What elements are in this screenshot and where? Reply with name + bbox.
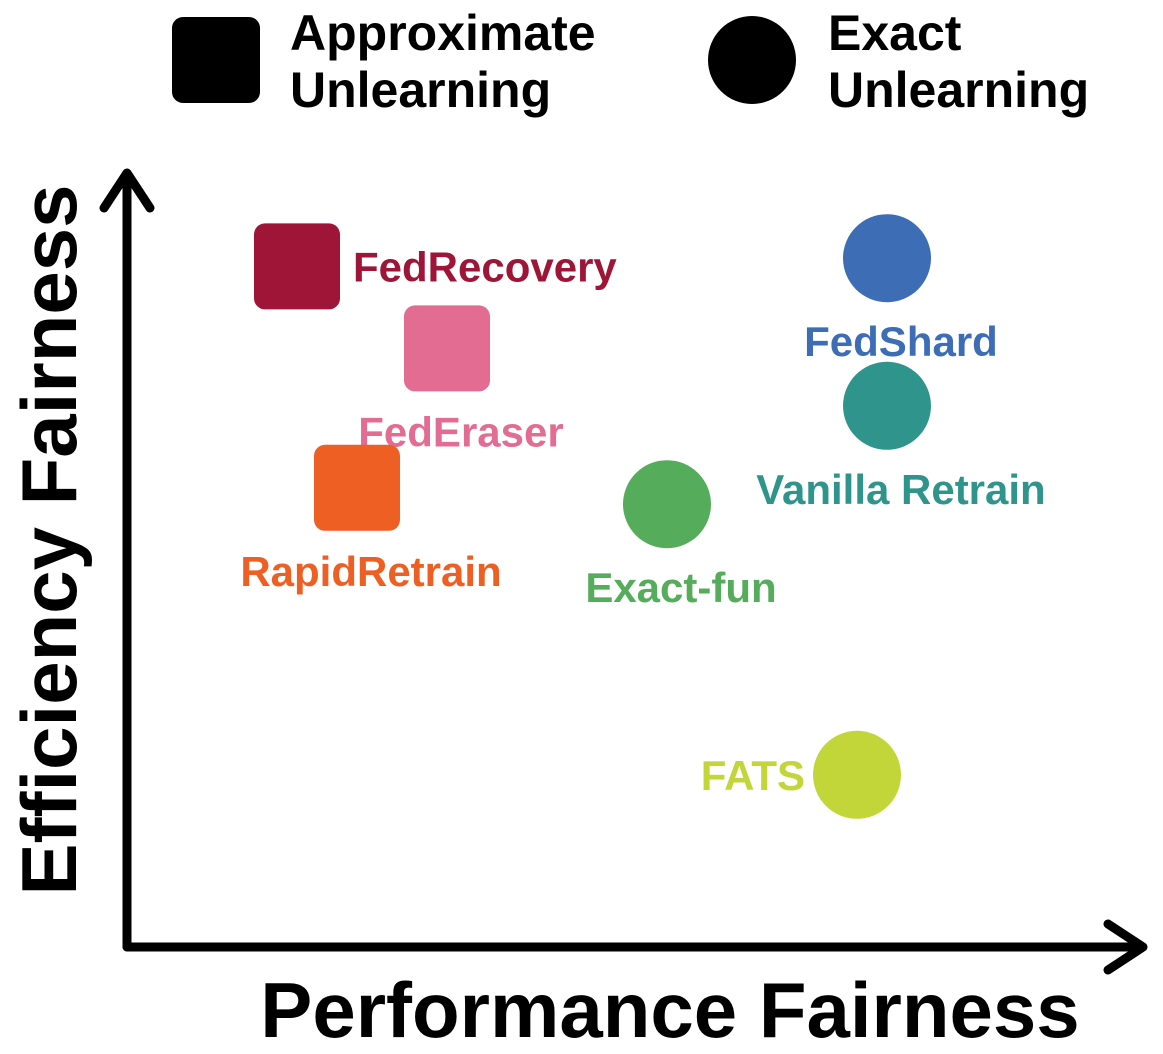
point-vanilla-retrain: [843, 361, 931, 450]
point-fedrecovery: [254, 223, 340, 310]
legend-exact-label-line2: Unlearning: [828, 62, 1089, 118]
data-points: FedRecoveryFedEraserRapidRetrainFedShard…: [240, 214, 1046, 819]
point-fedshard: [843, 214, 931, 303]
legend-exact-marker: [708, 16, 796, 104]
point-label-fedshard: FedShard: [804, 318, 998, 365]
x-axis-label: Performance Fairness: [260, 966, 1079, 1054]
point-label-vanilla-retrain: Vanilla Retrain: [756, 466, 1045, 513]
axes: [99, 168, 1148, 975]
point-rapidretrain: [314, 444, 400, 531]
point-exact-fun: [623, 460, 711, 549]
point-label-rapidretrain: RapidRetrain: [240, 548, 501, 595]
legend-approximate-label-line1: Approximate: [290, 5, 596, 61]
y-axis-label: Efficiency Fairness: [5, 185, 93, 896]
x-axis-arrowhead: [1103, 919, 1148, 975]
legend: Approximate Unlearning Exact Unlearning: [172, 5, 1089, 118]
point-label-exact-fun: Exact-fun: [585, 564, 776, 611]
legend-approximate-label-line2: Unlearning: [290, 62, 551, 118]
point-fats: [813, 730, 901, 819]
point-federaser: [404, 305, 490, 392]
point-label-fedrecovery: FedRecovery: [353, 243, 617, 290]
point-label-fats: FATS: [701, 752, 805, 799]
legend-approximate-marker: [172, 17, 260, 103]
y-axis-arrowhead: [99, 168, 155, 213]
legend-exact-label-line1: Exact: [828, 5, 962, 61]
